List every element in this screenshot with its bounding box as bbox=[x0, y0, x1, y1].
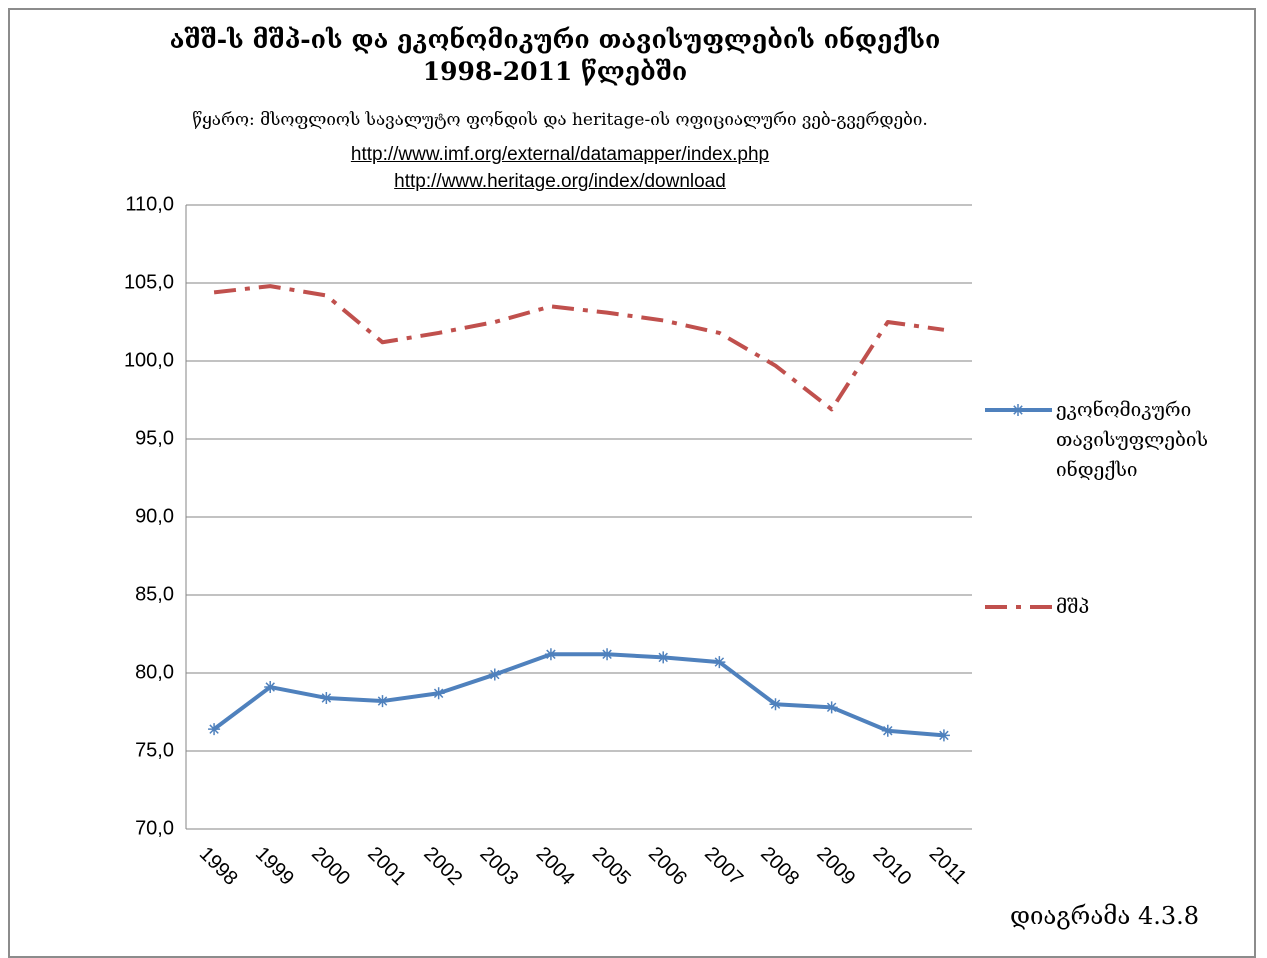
source-link: http://www.heritage.org/index/download bbox=[60, 171, 1060, 193]
x-tick-label: 2005 bbox=[588, 843, 635, 890]
marker bbox=[825, 701, 838, 714]
x-tick-label: 2002 bbox=[419, 843, 466, 890]
x-tick-label: 1999 bbox=[251, 843, 298, 890]
x-tick-label: 2009 bbox=[812, 843, 859, 890]
link-text[interactable]: http://www.imf.org/external/datamapper/i… bbox=[350, 144, 770, 165]
marker bbox=[264, 681, 277, 694]
annotation: დიაგრამა 4.3.8 bbox=[1010, 902, 1200, 930]
series-line bbox=[213, 284, 945, 412]
y-tick-label: 95,0 bbox=[135, 427, 174, 449]
y-tick-label: 75,0 bbox=[135, 739, 174, 761]
marker bbox=[881, 724, 894, 737]
x-tick-label: 2008 bbox=[756, 843, 803, 890]
x-tick-label: 2007 bbox=[700, 843, 747, 890]
legend-label: ეკონომიკური თავისუფლების ინდექსი bbox=[1056, 399, 1209, 481]
y-tick-label: 90,0 bbox=[135, 505, 174, 527]
x-tick-label: 1998 bbox=[195, 843, 242, 890]
chart-subtitle: წყარო: მსოფლიოს სავალუტო ფონდის და herit… bbox=[192, 110, 928, 130]
marker bbox=[544, 648, 557, 661]
link-text[interactable]: http://www.heritage.org/index/download bbox=[394, 171, 726, 192]
marker bbox=[488, 668, 501, 681]
x-tick-label: 2004 bbox=[532, 843, 579, 890]
marker bbox=[769, 698, 782, 711]
marker bbox=[937, 729, 950, 742]
marker bbox=[713, 656, 726, 669]
x-tick-label: 2011 bbox=[925, 843, 971, 889]
x-tick-label: 2001 bbox=[363, 843, 410, 890]
x-tick-label: 2000 bbox=[307, 843, 354, 890]
legend-marker bbox=[1012, 404, 1024, 416]
y-tick-label: 110,0 bbox=[125, 193, 174, 215]
chart-title: აშშ-ს მშპ-ის და ეკონომიკური თავისუფლების… bbox=[169, 25, 941, 86]
legend-label: მშპ bbox=[1056, 596, 1090, 618]
source-link: http://www.imf.org/external/datamapper/i… bbox=[60, 144, 1060, 166]
marker bbox=[208, 723, 221, 736]
x-tick-label: 2003 bbox=[476, 843, 523, 890]
y-tick-label: 80,0 bbox=[135, 661, 174, 683]
marker bbox=[320, 691, 333, 704]
series-line bbox=[212, 652, 945, 738]
y-tick-label: 105,0 bbox=[124, 271, 174, 293]
x-tick-label: 2006 bbox=[644, 843, 691, 890]
marker bbox=[601, 648, 614, 661]
marker bbox=[657, 651, 670, 664]
x-tick-label: 2010 bbox=[869, 843, 916, 890]
y-tick-label: 85,0 bbox=[135, 583, 174, 605]
marker bbox=[432, 687, 445, 700]
marker bbox=[376, 695, 389, 708]
y-tick-label: 70,0 bbox=[135, 817, 174, 839]
y-tick-label: 100,0 bbox=[124, 349, 174, 371]
